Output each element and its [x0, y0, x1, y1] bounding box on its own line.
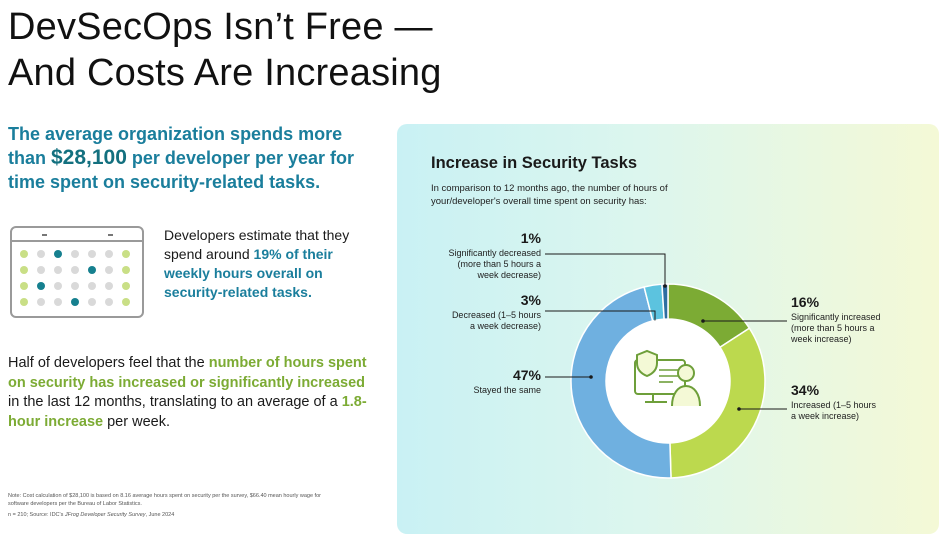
leader-dot	[663, 284, 667, 288]
slice-category-label: Stayed the same	[473, 385, 541, 395]
slice-category-label: (more than 5 hours a	[791, 323, 875, 333]
calendar-day-dot	[71, 298, 79, 306]
calendar-day-dot	[20, 282, 28, 290]
calendar-day-dot	[105, 266, 113, 274]
calendar-day-dot	[71, 266, 79, 274]
calendar-day-dot	[37, 282, 45, 290]
slice-category-label: a week decrease)	[470, 321, 541, 331]
leader-dot	[737, 407, 741, 411]
half-part-1: Half of developers feel that the	[8, 355, 209, 371]
source-prefix: n = 210; Source: IDC's	[8, 512, 65, 518]
calendar-day-dot	[105, 298, 113, 306]
calendar-day-dot	[122, 266, 130, 274]
lead-after: per developer per year for time spent on…	[8, 148, 355, 192]
calendar-day-dot	[37, 250, 45, 258]
half-part-2: in the last 12 months, translating to an…	[8, 394, 342, 410]
slice-category-label: Significantly decreased	[448, 248, 541, 258]
slice-percent-label: 34%	[791, 382, 820, 398]
calendar-header	[12, 228, 142, 242]
title-line-1: DevSecOps Isn’t Free —	[8, 6, 433, 48]
half-part-3: per week.	[103, 413, 170, 430]
slice-category-label: Significantly increased	[791, 312, 881, 322]
calendar-day-dot	[122, 250, 130, 258]
calendar-ring	[42, 234, 47, 236]
half-highlight-2: 1.8-hour increase	[8, 394, 367, 430]
calendar-day-dot	[54, 250, 62, 258]
calendar-day-dot	[37, 298, 45, 306]
slice-category-label: Decreased (1–5 hours	[452, 310, 542, 320]
slice-category-label: a week increase)	[791, 411, 859, 421]
slice-percent-label: 3%	[521, 292, 542, 308]
slice-percent-label: 1%	[521, 230, 542, 246]
chart-subtitle: In comparison to 12 months ago, the numb…	[431, 183, 668, 207]
calendar-day-dot	[54, 266, 62, 274]
calendar-day-dot	[88, 282, 96, 290]
half-developers-text: Half of developers feel that the number …	[8, 354, 378, 432]
footnote-cost: Note: Cost calculation of $28,100 is bas…	[8, 493, 321, 507]
footnote-source: n = 210; Source: IDC's JFrog Developer S…	[8, 511, 328, 519]
developer-security-icon	[606, 319, 730, 443]
donut-chart: 16%Significantly increased(more than 5 h…	[448, 230, 881, 479]
calendar-day-dot	[88, 298, 96, 306]
page-title: DevSecOps Isn’t Free — And Costs Are Inc…	[8, 4, 442, 96]
slice-category-label: week increase)	[790, 334, 852, 344]
calendar-day-dot	[37, 266, 45, 274]
lead-amount: $28,100	[51, 146, 127, 169]
calendar-day-dot	[54, 282, 62, 290]
calendar-day-dot	[20, 298, 28, 306]
calendar-day-dot	[105, 250, 113, 258]
chart-title: Increase in Security Tasks	[431, 154, 638, 172]
half-highlight-1: number of hours spent on security has in…	[8, 355, 367, 391]
lead-before: The average organization spends more tha…	[8, 124, 343, 168]
calendar-day-dot	[54, 298, 62, 306]
slice-category-label: week decrease)	[476, 270, 541, 280]
calendar-day-dot	[122, 298, 130, 306]
estimate-highlight: 19% of their weekly hours overall on sec…	[164, 246, 333, 300]
slice-category-label: Increased (1–5 hours	[791, 400, 877, 410]
calendar-icon	[10, 226, 144, 318]
source-suffix: , June 2024	[145, 512, 175, 518]
source-survey: JFrog Developer Security Survey	[64, 512, 146, 518]
calendar-day-dot	[20, 266, 28, 274]
estimate-before: Developers estimate that they spend arou…	[164, 227, 350, 262]
calendar-ring	[108, 234, 113, 236]
lead-statement: The average organization spends more tha…	[8, 122, 378, 194]
calendar-day-dot	[88, 266, 96, 274]
leader-dot	[589, 375, 593, 379]
slice-percent-label: 16%	[791, 294, 820, 310]
calendar-day-dot	[20, 250, 28, 258]
footnote: Note: Cost calculation of $28,100 is bas…	[8, 492, 328, 522]
leader-dot	[701, 319, 705, 323]
estimate-text: Developers estimate that they spend arou…	[164, 226, 364, 302]
title-line-2: And Costs Are Increasing	[8, 52, 442, 94]
calendar-day-dot	[105, 282, 113, 290]
calendar-day-dot	[88, 250, 96, 258]
calendar-day-dot	[71, 250, 79, 258]
leader-line	[545, 253, 666, 286]
calendar-day-dot	[122, 282, 130, 290]
slice-category-label: (more than 5 hours a	[457, 259, 541, 269]
calendar-day-dot	[71, 282, 79, 290]
slice-percent-label: 47%	[513, 367, 542, 383]
